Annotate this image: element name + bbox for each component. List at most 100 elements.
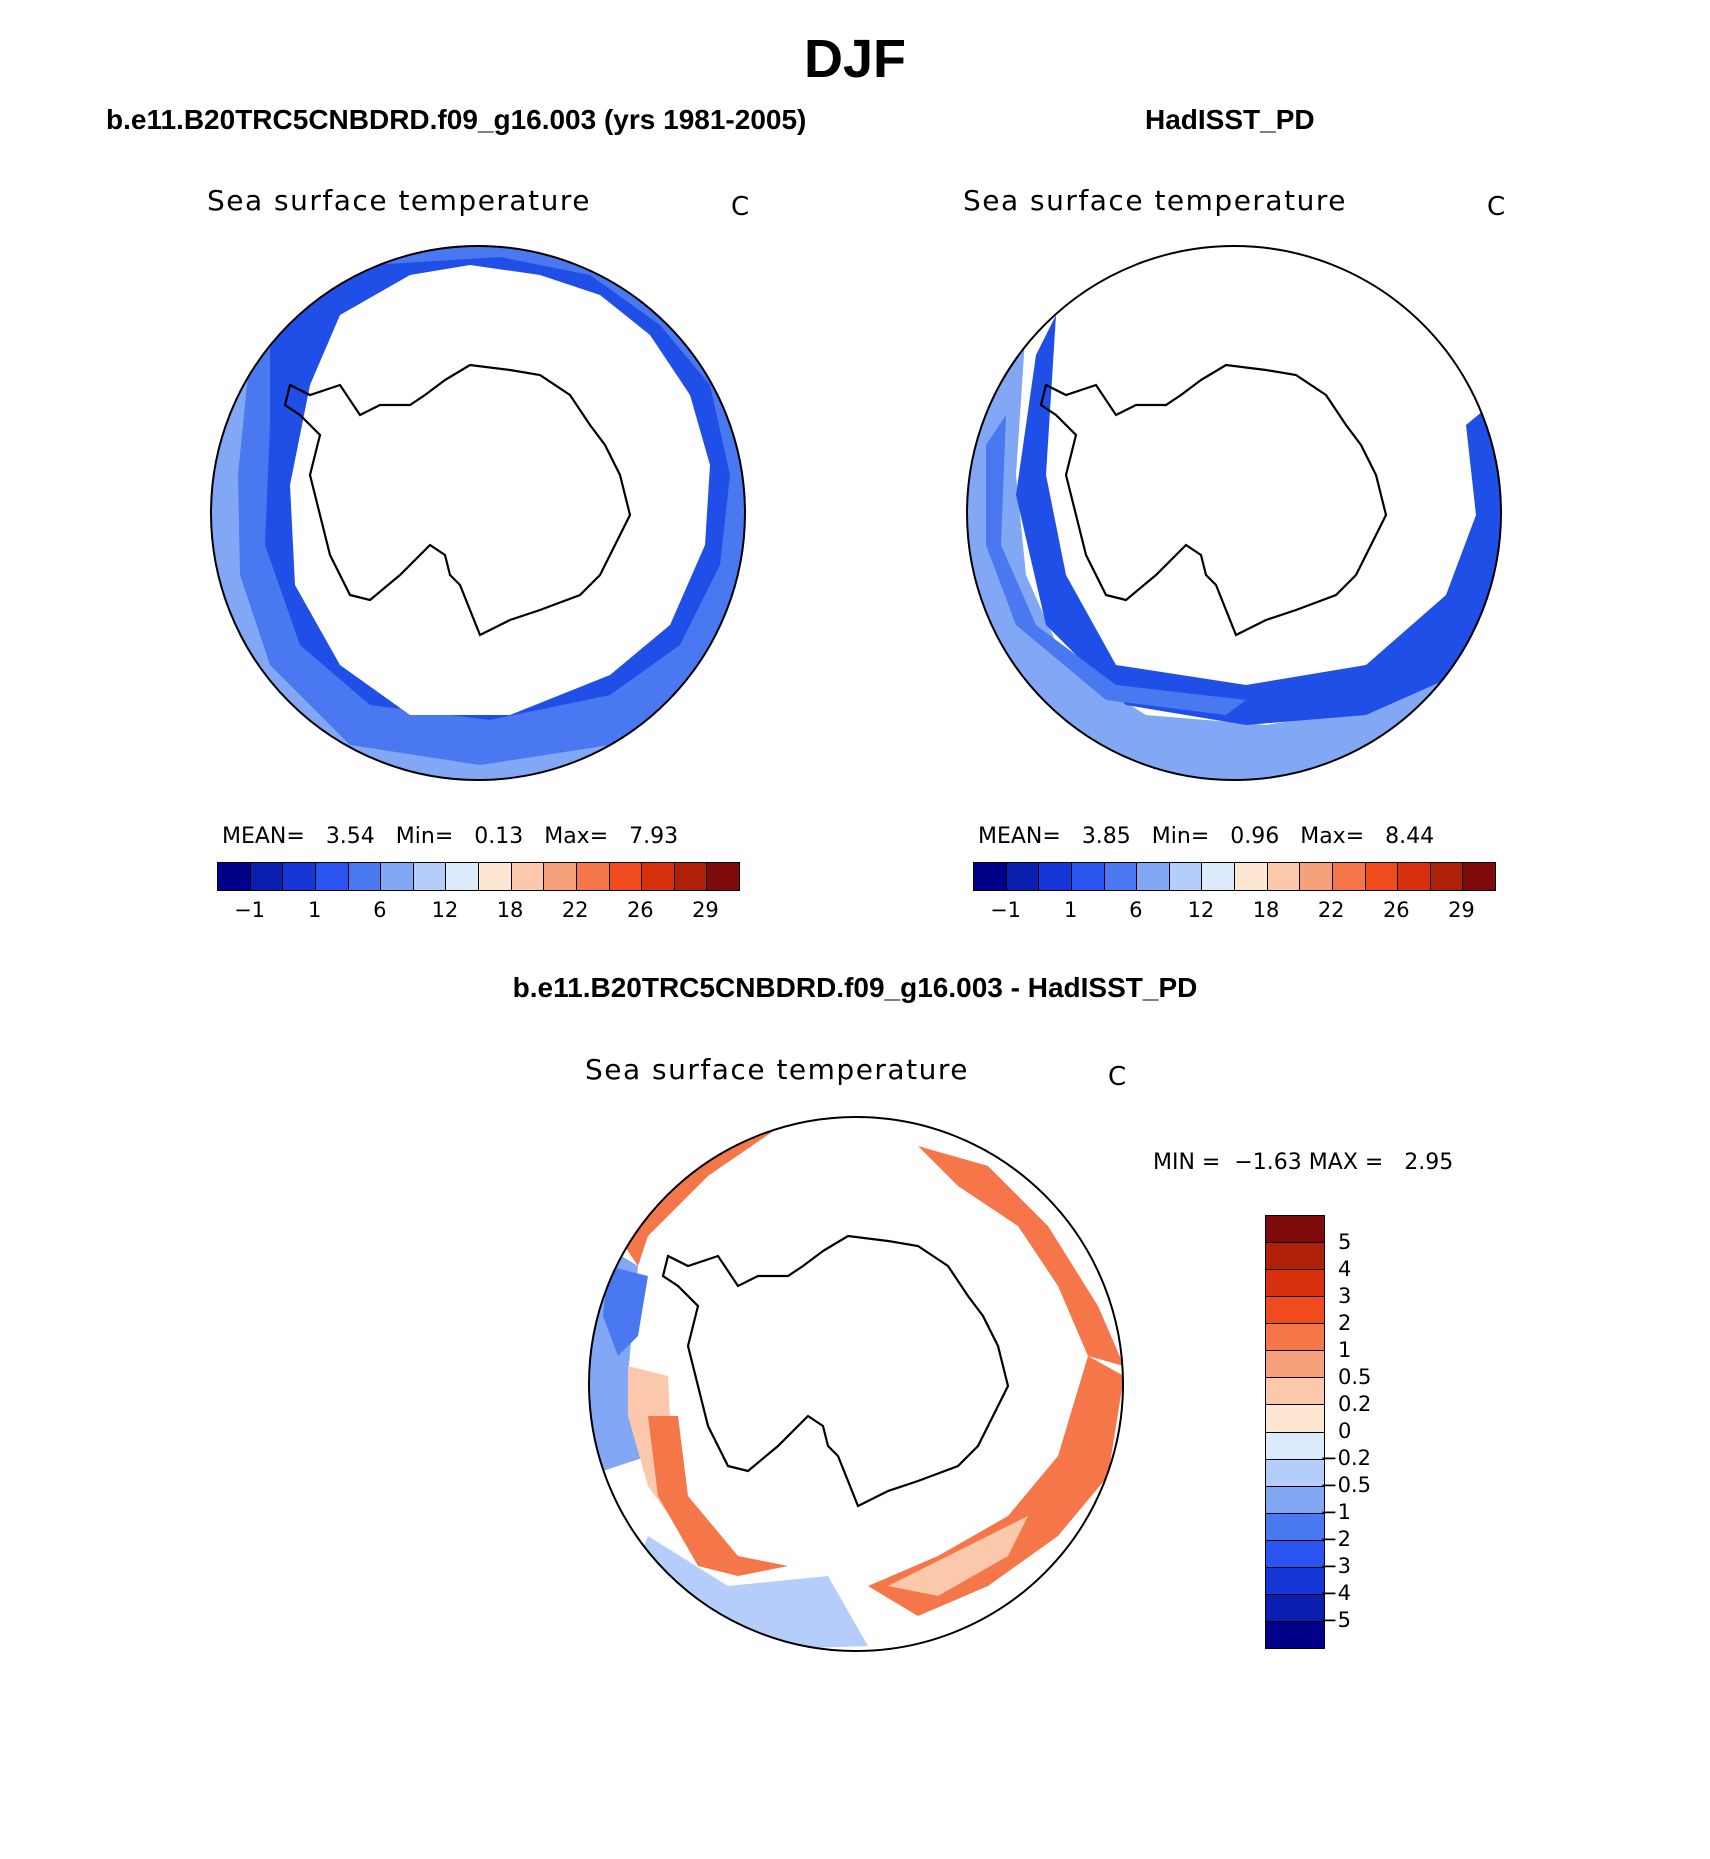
colorbar-swatch	[1137, 863, 1170, 890]
mean-value: 3.54	[325, 824, 375, 849]
min-label: MIN =	[1153, 1150, 1221, 1175]
antarctica-coastline	[1039, 363, 1388, 637]
colorbar-swatch	[446, 863, 479, 890]
min-label: Min=	[1151, 824, 1210, 849]
obs-stats: MEAN= 3.85 Min= 0.96 Max= 8.44	[978, 824, 1434, 849]
model-units-label: C	[731, 192, 750, 222]
colorbar-swatch	[1300, 863, 1333, 890]
min-value: −1.63	[1234, 1150, 1302, 1175]
colorbar-swatch	[544, 863, 577, 890]
colorbar-swatch	[642, 863, 675, 890]
colorbar-swatch	[576, 863, 610, 890]
colorbar-swatch	[609, 863, 643, 890]
mean-label: MEAN=	[222, 824, 305, 849]
model-stats: MEAN= 3.54 Min= 0.13 Max= 7.93	[222, 824, 678, 849]
colorbar-swatch	[1006, 863, 1040, 890]
colorbar-swatch	[1104, 863, 1138, 890]
warm-anomaly-east-light	[888, 1516, 1028, 1596]
model-variable-label: Sea surface temperature	[207, 184, 591, 217]
model-colorbar	[217, 862, 740, 891]
colorbar-swatch	[1266, 1405, 1324, 1433]
diff-units-label: C	[1108, 1062, 1127, 1092]
colorbar-swatch	[1071, 863, 1105, 890]
colorbar-swatch	[1169, 863, 1203, 890]
colorbar-tick-label: 18	[1252, 898, 1280, 922]
warm-anomaly-north	[618, 1121, 788, 1266]
colorbar-tick-label: 4	[1338, 1257, 1352, 1281]
colorbar-swatch	[1266, 1216, 1324, 1244]
colorbar-swatch	[1266, 1567, 1324, 1595]
colorbar-tick-label: 0.5	[1338, 1365, 1372, 1389]
page-title: DJF	[803, 29, 906, 89]
colorbar-tick-label: −2	[1320, 1527, 1351, 1551]
model-polar-map	[210, 245, 746, 781]
colorbar-tick-label: 2	[1338, 1311, 1352, 1335]
colorbar-swatch	[348, 863, 382, 890]
antarctica-coastline	[283, 363, 632, 637]
colorbar-tick-label: 26	[626, 898, 654, 922]
warm-anomaly-east	[868, 1356, 1123, 1616]
colorbar-tick-label: 1	[308, 898, 322, 922]
obs-colorbar	[973, 862, 1496, 891]
colorbar-swatch	[413, 863, 447, 890]
max-value: 2.95	[1404, 1150, 1454, 1175]
diff-colorbar	[1265, 1215, 1325, 1649]
antarctica-coastline	[661, 1234, 1010, 1508]
max-label: MAX =	[1308, 1150, 1384, 1175]
colorbar-swatch	[707, 863, 739, 890]
model-colorbar-ticks: −1 1 6 12 18 22 26 29	[217, 898, 738, 924]
colorbar-tick-label: 0.2	[1338, 1392, 1372, 1416]
colorbar-swatch	[1235, 863, 1268, 890]
mean-label: MEAN=	[978, 824, 1061, 849]
min-label: Min=	[395, 824, 454, 849]
obs-variable-label: Sea surface temperature	[963, 184, 1347, 217]
min-value: 0.13	[474, 824, 524, 849]
colorbar-tick-label: 5	[1338, 1230, 1352, 1254]
colorbar-swatch	[315, 863, 349, 890]
obs-colorbar-ticks: −1 1 6 12 18 22 26 29	[973, 898, 1494, 924]
sea-ice-mask	[290, 265, 710, 715]
colorbar-swatch	[218, 863, 251, 890]
colorbar-swatch	[1266, 1351, 1324, 1379]
obs-polar-map	[966, 245, 1502, 781]
colorbar-swatch	[1332, 863, 1366, 890]
max-value: 8.44	[1385, 824, 1435, 849]
warm-anomaly-west	[648, 1416, 788, 1576]
colorbar-swatch	[1266, 1324, 1324, 1352]
colorbar-swatch	[1463, 863, 1495, 890]
colorbar-tick-label: 3	[1338, 1284, 1352, 1308]
obs-units-label: C	[1487, 192, 1506, 222]
colorbar-tick-label: −3	[1320, 1554, 1351, 1578]
colorbar-swatch	[1202, 863, 1235, 890]
model-case-title: b.e11.B20TRC5CNBDRD.f09_g16.003 (yrs 198…	[106, 104, 807, 135]
mean-value: 3.85	[1081, 824, 1131, 849]
colorbar-tick-label: −1	[990, 898, 1022, 922]
colorbar-tick-label: 22	[1317, 898, 1345, 922]
colorbar-swatch	[1266, 1378, 1324, 1406]
colorbar-tick-label: 1	[1338, 1338, 1352, 1362]
diff-variable-label: Sea surface temperature	[585, 1053, 969, 1086]
max-label: Max=	[1300, 824, 1365, 849]
colorbar-swatch	[1266, 1594, 1324, 1622]
warm-anomaly-northeast	[918, 1146, 1123, 1366]
diff-polar-map	[588, 1116, 1124, 1652]
colorbar-swatch	[283, 863, 316, 890]
colorbar-swatch	[1039, 863, 1072, 890]
colorbar-swatch	[1266, 1270, 1324, 1298]
colorbar-swatch	[974, 863, 1007, 890]
colorbar-swatch	[1266, 1459, 1324, 1487]
colorbar-swatch	[1266, 1513, 1324, 1541]
colorbar-tick-label: 12	[431, 898, 459, 922]
colorbar-swatch	[250, 863, 284, 890]
colorbar-tick-label: 18	[496, 898, 524, 922]
colorbar-tick-label: −0.5	[1320, 1473, 1371, 1497]
colorbar-swatch	[1266, 1540, 1324, 1568]
colorbar-tick-label: −5	[1320, 1608, 1351, 1632]
colorbar-swatch	[381, 863, 414, 890]
colorbar-tick-label: −4	[1320, 1581, 1351, 1605]
colorbar-swatch	[1365, 863, 1399, 890]
colorbar-tick-label: 29	[692, 898, 719, 922]
colorbar-tick-label: 29	[1448, 898, 1475, 922]
ocean-mid-strip	[986, 415, 1246, 715]
colorbar-tick-label: −0.2	[1320, 1446, 1371, 1470]
